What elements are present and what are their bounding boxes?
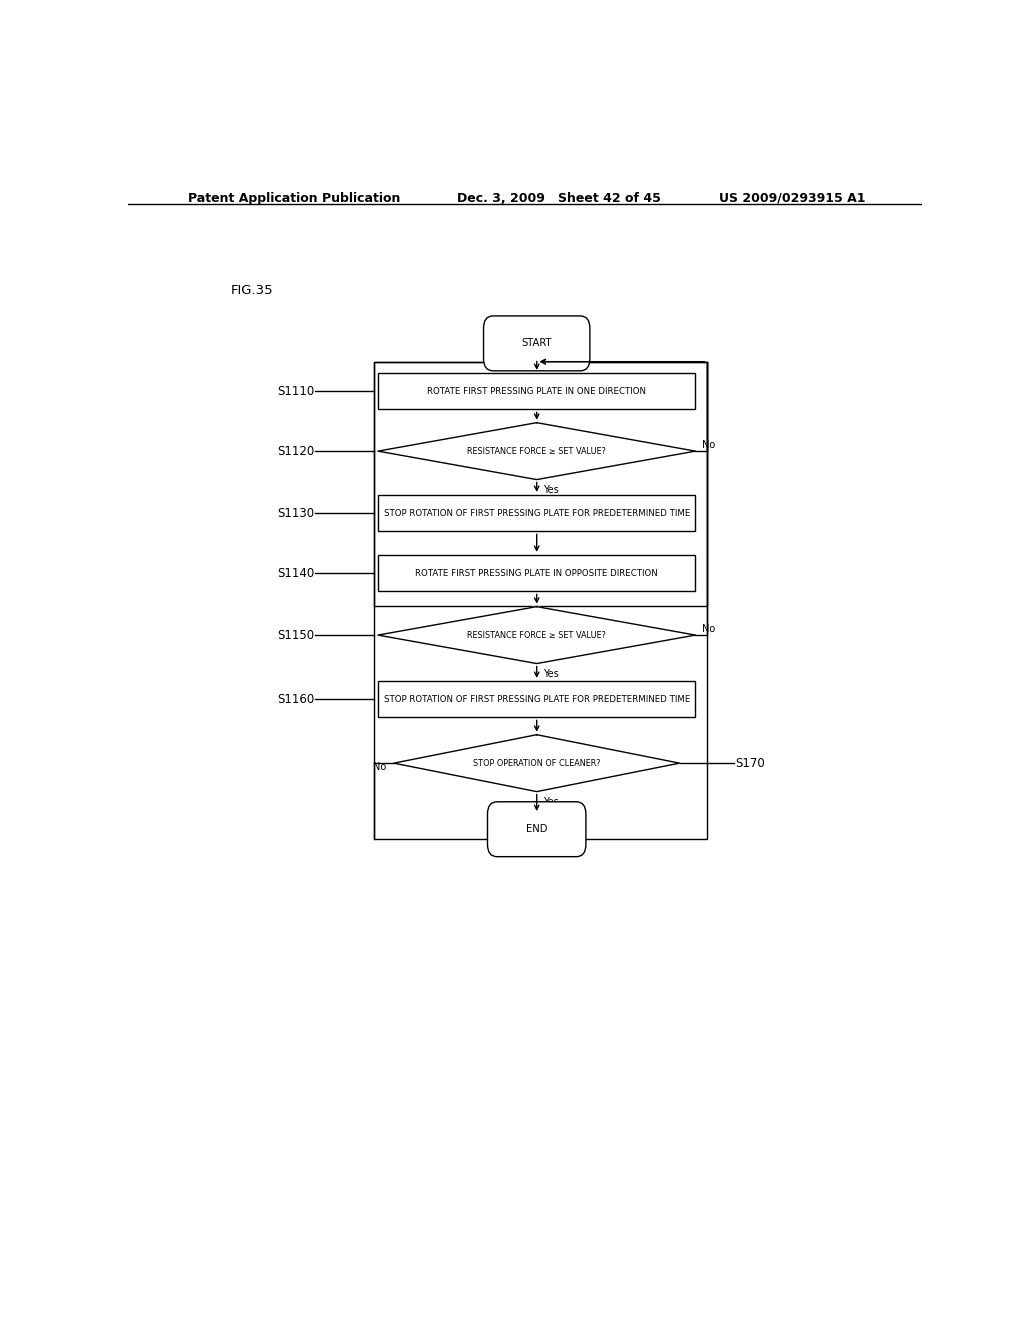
Text: Patent Application Publication: Patent Application Publication	[187, 191, 400, 205]
Text: START: START	[521, 338, 552, 348]
Polygon shape	[378, 607, 695, 664]
Text: STOP ROTATION OF FIRST PRESSING PLATE FOR PREDETERMINED TIME: STOP ROTATION OF FIRST PRESSING PLATE FO…	[384, 694, 690, 704]
Text: FIG.35: FIG.35	[231, 284, 273, 297]
Text: S1140: S1140	[278, 566, 314, 579]
Text: STOP OPERATION OF CLEANER?: STOP OPERATION OF CLEANER?	[473, 759, 600, 768]
Text: S1120: S1120	[278, 445, 314, 458]
Bar	[378, 681, 695, 718]
Text: ROTATE FIRST PRESSING PLATE IN ONE DIRECTION: ROTATE FIRST PRESSING PLATE IN ONE DIREC…	[427, 387, 646, 396]
Bar	[378, 372, 695, 409]
Polygon shape	[394, 735, 680, 792]
Text: END: END	[526, 824, 548, 834]
Text: Yes: Yes	[543, 484, 559, 495]
Text: STOP ROTATION OF FIRST PRESSING PLATE FOR PREDETERMINED TIME: STOP ROTATION OF FIRST PRESSING PLATE FO…	[384, 508, 690, 517]
Text: ROTATE FIRST PRESSING PLATE IN OPPOSITE DIRECTION: ROTATE FIRST PRESSING PLATE IN OPPOSITE …	[416, 569, 658, 578]
Polygon shape	[378, 422, 695, 479]
Bar	[378, 554, 695, 591]
FancyBboxPatch shape	[483, 315, 590, 371]
Text: No: No	[373, 762, 386, 772]
Bar	[378, 495, 695, 532]
Text: S1130: S1130	[278, 507, 314, 520]
Text: Yes: Yes	[543, 797, 559, 807]
FancyBboxPatch shape	[487, 801, 586, 857]
Text: S1160: S1160	[278, 693, 314, 706]
Text: US 2009/0293915 A1: US 2009/0293915 A1	[719, 191, 865, 205]
Text: No: No	[701, 624, 715, 634]
Text: S1150: S1150	[278, 628, 314, 642]
Text: RESISTANCE FORCE ≥ SET VALUE?: RESISTANCE FORCE ≥ SET VALUE?	[467, 631, 606, 640]
Bar	[374, 362, 708, 606]
Text: Yes: Yes	[543, 669, 559, 678]
Text: RESISTANCE FORCE ≥ SET VALUE?: RESISTANCE FORCE ≥ SET VALUE?	[467, 446, 606, 455]
Text: S1110: S1110	[278, 384, 314, 397]
Text: No: No	[701, 440, 715, 450]
Text: Dec. 3, 2009   Sheet 42 of 45: Dec. 3, 2009 Sheet 42 of 45	[458, 191, 662, 205]
Text: S170: S170	[735, 756, 765, 770]
Bar	[374, 362, 708, 840]
